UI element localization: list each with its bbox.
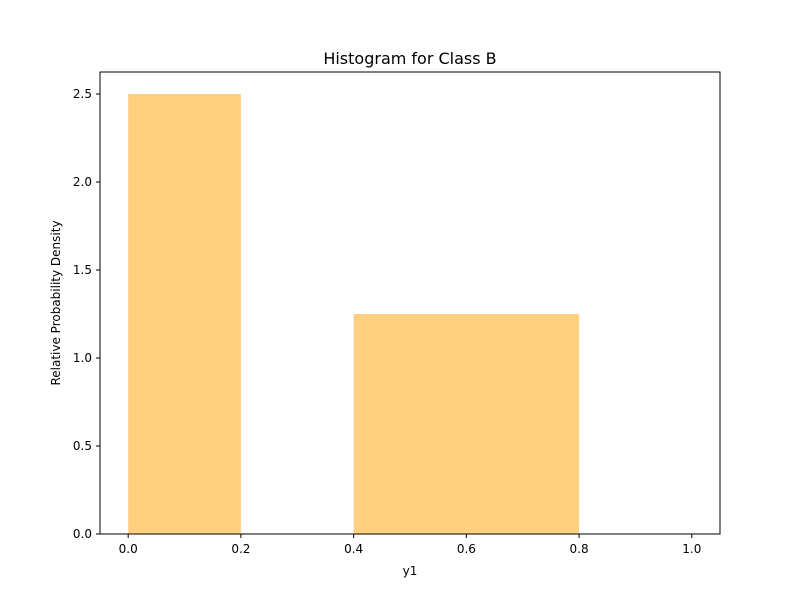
histogram-bar xyxy=(353,314,580,534)
y-tick-label: 0.5 xyxy=(73,439,92,453)
y-axis-label: Relative Probability Density xyxy=(49,220,63,385)
x-tick-label: 1.0 xyxy=(682,542,701,556)
x-axis: 0.0 0.2 0.4 0.6 0.8 1.0 xyxy=(119,534,701,556)
y-tick-label: 2.0 xyxy=(73,175,92,189)
y-tick-label: 1.0 xyxy=(73,351,92,365)
y-tick-label: 1.5 xyxy=(73,263,92,277)
x-axis-label: y1 xyxy=(403,564,418,578)
bars-layer xyxy=(128,94,580,534)
x-tick-label: 0.6 xyxy=(457,542,476,556)
chart-title: Histogram for Class B xyxy=(323,49,496,68)
histogram-bar xyxy=(128,94,241,534)
x-tick-label: 0.4 xyxy=(344,542,363,556)
y-tick-label: 2.5 xyxy=(73,87,92,101)
y-tick-label: 0.0 xyxy=(73,527,92,541)
x-tick-label: 0.8 xyxy=(570,542,589,556)
x-tick-label: 0.2 xyxy=(231,542,250,556)
y-axis: 0.0 0.5 1.0 1.5 2.0 2.5 xyxy=(73,87,100,541)
plot-frame xyxy=(99,71,721,535)
x-tick-label: 0.0 xyxy=(119,542,138,556)
